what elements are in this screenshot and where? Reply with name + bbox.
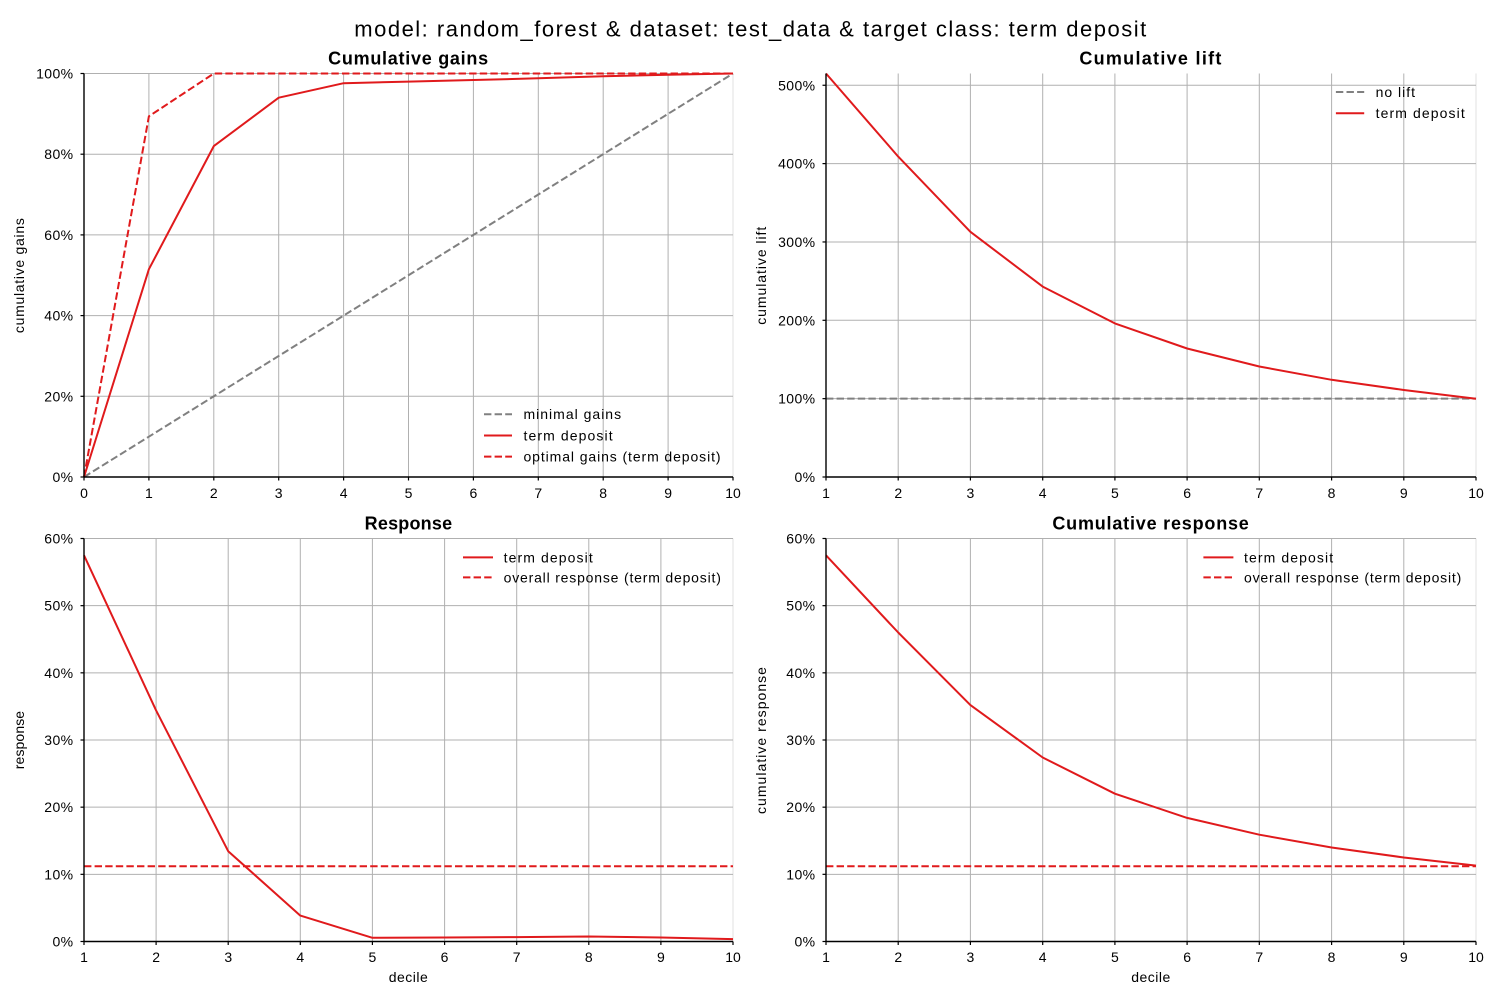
svg-text:60%: 60% (44, 227, 73, 243)
svg-text:4: 4 (340, 485, 348, 501)
svg-text:20%: 20% (44, 799, 73, 815)
svg-text:Cumulative gains: Cumulative gains (328, 49, 489, 69)
svg-text:6: 6 (441, 949, 449, 965)
svg-text:4: 4 (1039, 485, 1047, 501)
svg-text:5: 5 (369, 949, 377, 965)
svg-text:5: 5 (405, 485, 413, 501)
svg-text:1: 1 (145, 485, 153, 501)
svg-text:3: 3 (224, 949, 232, 965)
svg-text:6: 6 (470, 485, 478, 501)
svg-text:40%: 40% (44, 308, 73, 324)
svg-text:1: 1 (822, 949, 830, 965)
svg-text:Cumulative lift: Cumulative lift (1079, 49, 1222, 69)
svg-text:1: 1 (822, 485, 830, 501)
svg-text:7: 7 (534, 485, 542, 501)
svg-text:decile: decile (389, 969, 429, 985)
svg-text:6: 6 (1183, 949, 1191, 965)
svg-text:overall response (term deposit: overall response (term deposit) (504, 569, 722, 585)
svg-text:0%: 0% (52, 934, 73, 950)
svg-text:2: 2 (210, 485, 218, 501)
svg-text:10%: 10% (786, 866, 815, 882)
svg-text:10%: 10% (44, 866, 73, 882)
svg-text:400%: 400% (778, 156, 815, 172)
svg-text:9: 9 (1400, 485, 1408, 501)
svg-text:4: 4 (296, 949, 304, 965)
svg-text:3: 3 (967, 949, 975, 965)
svg-text:term deposit: term deposit (1376, 105, 1466, 121)
svg-text:40%: 40% (44, 665, 73, 681)
svg-text:10: 10 (1468, 485, 1484, 501)
svg-text:decile: decile (1131, 969, 1171, 985)
svg-text:cumulative response: cumulative response (753, 666, 769, 814)
svg-text:50%: 50% (786, 598, 815, 614)
svg-text:100%: 100% (778, 391, 815, 407)
svg-text:cumulative lift: cumulative lift (753, 226, 769, 325)
svg-text:20%: 20% (44, 388, 73, 404)
svg-text:8: 8 (1328, 485, 1336, 501)
svg-text:60%: 60% (786, 531, 815, 547)
svg-text:10: 10 (725, 485, 741, 501)
svg-text:optimal gains (term deposit): optimal gains (term deposit) (524, 449, 722, 465)
svg-text:2: 2 (894, 485, 902, 501)
svg-text:0%: 0% (52, 469, 73, 485)
svg-text:3: 3 (275, 485, 283, 501)
svg-text:overall response (term deposit: overall response (term deposit) (1244, 569, 1462, 585)
svg-text:50%: 50% (44, 598, 73, 614)
svg-text:60%: 60% (44, 531, 73, 547)
svg-text:40%: 40% (786, 665, 815, 681)
svg-text:7: 7 (1255, 485, 1263, 501)
svg-text:30%: 30% (786, 732, 815, 748)
svg-text:model: random_forest & dataset: model: random_forest & dataset: test_dat… (354, 17, 1147, 42)
svg-text:30%: 30% (44, 732, 73, 748)
svg-text:6: 6 (1183, 485, 1191, 501)
svg-text:4: 4 (1039, 949, 1047, 965)
svg-text:100%: 100% (36, 66, 73, 82)
svg-text:9: 9 (1400, 949, 1408, 965)
svg-text:200%: 200% (778, 312, 815, 328)
svg-text:term deposit: term deposit (504, 549, 594, 565)
svg-text:8: 8 (1328, 949, 1336, 965)
svg-text:5: 5 (1111, 949, 1119, 965)
svg-text:1: 1 (80, 949, 88, 965)
svg-text:response: response (11, 711, 27, 770)
svg-text:term deposit: term deposit (1244, 549, 1334, 565)
svg-text:minimal gains: minimal gains (524, 406, 623, 422)
svg-text:0%: 0% (794, 469, 815, 485)
svg-text:2: 2 (152, 949, 160, 965)
svg-text:3: 3 (967, 485, 975, 501)
svg-text:0%: 0% (794, 934, 815, 950)
svg-text:Cumulative response: Cumulative response (1052, 513, 1249, 533)
svg-text:9: 9 (657, 949, 665, 965)
svg-text:2: 2 (894, 949, 902, 965)
svg-text:7: 7 (513, 949, 521, 965)
svg-text:20%: 20% (786, 799, 815, 815)
svg-text:8: 8 (599, 485, 607, 501)
svg-text:8: 8 (585, 949, 593, 965)
svg-text:0: 0 (80, 485, 88, 501)
svg-text:9: 9 (664, 485, 672, 501)
svg-text:80%: 80% (44, 146, 73, 162)
svg-text:10: 10 (1468, 949, 1484, 965)
svg-text:Response: Response (365, 513, 453, 533)
svg-text:cumulative gains: cumulative gains (11, 217, 27, 333)
svg-text:5: 5 (1111, 485, 1119, 501)
svg-text:term deposit: term deposit (524, 427, 614, 443)
svg-text:300%: 300% (778, 234, 815, 250)
svg-text:7: 7 (1255, 949, 1263, 965)
svg-text:no lift: no lift (1376, 84, 1416, 100)
svg-text:10: 10 (725, 949, 741, 965)
svg-text:500%: 500% (778, 77, 815, 93)
